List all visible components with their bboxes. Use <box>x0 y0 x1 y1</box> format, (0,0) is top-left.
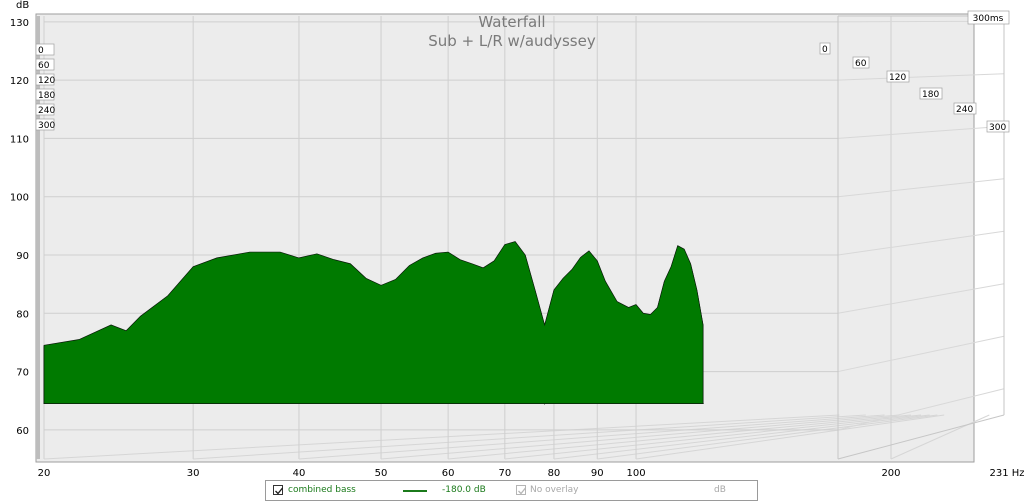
chart-title: Waterfall <box>478 13 545 31</box>
series-checkbox[interactable] <box>273 485 284 495</box>
x-floor-gridline <box>597 414 938 460</box>
x-tick-label: 80 <box>548 468 561 479</box>
y-depth-gridline <box>837 125 1005 139</box>
y-axis-unit: dB <box>16 0 29 11</box>
time-slice-label: 240 <box>956 105 973 115</box>
series-line-swatch <box>403 490 427 492</box>
x-floor-gridline <box>381 414 900 460</box>
time-slice-label: 0 <box>38 46 44 56</box>
y-tick-label: 90 <box>16 251 29 262</box>
x-tick-label: 60 <box>442 468 455 479</box>
time-slice-box <box>35 73 55 86</box>
time-unit-label: 300ms <box>973 14 1004 24</box>
overlay-unit: dB <box>714 485 726 495</box>
x-tick-label: 90 <box>591 468 604 479</box>
x-floor-gridline <box>298 414 885 460</box>
time-slice-box <box>35 58 55 71</box>
series-smoothing-value: -180.0 dB <box>442 485 486 495</box>
time-slice-label: 240 <box>38 106 55 116</box>
time-slice-label: 0 <box>822 45 828 55</box>
overlay-checkbox[interactable] <box>516 485 527 495</box>
time-slice-label: 180 <box>922 90 939 100</box>
checkmark-icon <box>275 487 284 495</box>
labels: Waterfall Sub + L/R w/audyssey dB <box>16 0 596 50</box>
y-axis-bar <box>36 16 40 459</box>
time-slice-box <box>852 56 870 69</box>
x-tick-label: 30 <box>187 468 200 479</box>
time-slice-box <box>35 118 55 131</box>
time-slice-box <box>35 103 55 116</box>
y-tick-label: 110 <box>10 134 29 145</box>
axes: 20 30 40 50 60 70 80 90 100 200 231 Hz 60 70 80 90 100 1… <box>10 10 1024 479</box>
y-tick-label: 70 <box>16 368 29 379</box>
time-slice-label: 120 <box>38 76 55 86</box>
time-slice-box <box>886 70 910 83</box>
chart-subtitle: Sub + L/R w/audyssey <box>428 32 596 50</box>
y-depth-gridline <box>837 283 1005 314</box>
y-tick-label: 100 <box>10 193 29 204</box>
x-tick-label: 40 <box>293 468 306 479</box>
time-slice-box <box>35 88 55 101</box>
y-depth-gridline <box>837 178 1005 198</box>
x-tick-label: 70 <box>498 468 511 479</box>
y-depth-gridline <box>837 230 1005 256</box>
time-slice-label: 120 <box>889 73 906 83</box>
waterfall-slices <box>43 241 705 405</box>
time-unit-box <box>967 10 1010 25</box>
y-tick-label: 80 <box>16 309 29 320</box>
y-depth-gridline <box>837 388 1005 431</box>
x-tick-label: 50 <box>375 468 388 479</box>
series-name: combined bass <box>288 485 356 495</box>
y-tick-label: 60 <box>16 426 29 437</box>
x-floor-gridline <box>43 414 840 460</box>
time-slice-box <box>953 102 977 115</box>
back-plane-edge <box>837 414 1005 460</box>
time-slice-box <box>35 43 55 56</box>
y-depth-gridline <box>837 73 1005 81</box>
time-slice-label: 300 <box>38 121 55 131</box>
time-slice-box <box>986 120 1010 133</box>
x-tick-label: 100 <box>626 468 645 479</box>
time-slice-box <box>819 42 831 55</box>
x-floor-gridline <box>890 414 990 460</box>
x-tick-label: 20 <box>38 468 51 479</box>
time-slice-box <box>919 87 943 100</box>
time-slice-label: 300 <box>989 123 1006 133</box>
time-slice-label: 180 <box>38 91 55 101</box>
legend: combined bass -180.0 dB No overlay dB <box>265 480 758 501</box>
waterfall-slice <box>43 241 704 404</box>
y-depth-gridline <box>837 335 1005 373</box>
x-floor-gridline <box>448 414 911 460</box>
y-tick-label: 130 <box>10 18 29 29</box>
x-floor-gridline <box>504 414 922 460</box>
x-floor-gridline <box>635 414 945 460</box>
time-slice-label: 60 <box>38 61 50 71</box>
overlay-label: No overlay <box>530 485 579 495</box>
x-tick-label: 200 <box>881 468 900 479</box>
x-tick-label: 231 Hz <box>989 468 1024 479</box>
checkmark-icon <box>518 487 527 495</box>
y-tick-label: 120 <box>10 76 29 87</box>
x-floor-gridline <box>193 414 866 460</box>
time-slice-label: 60 <box>855 59 867 69</box>
